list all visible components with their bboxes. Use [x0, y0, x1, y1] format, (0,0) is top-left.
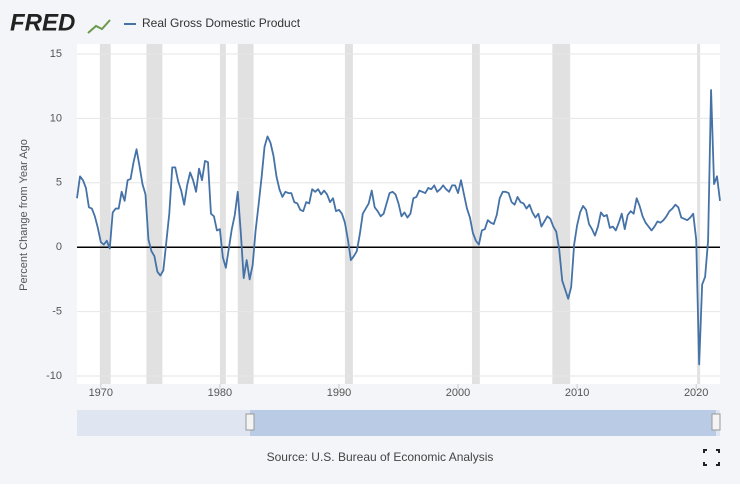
x-tick-label: 1970	[89, 387, 113, 399]
x-tick-label: 2020	[684, 387, 708, 399]
fullscreen-button[interactable]	[703, 449, 720, 466]
x-tick-label: 2010	[565, 387, 589, 399]
x-tick-label: 1980	[208, 387, 232, 399]
x-tick-label: 1990	[327, 387, 351, 399]
x-tick-label: 2000	[446, 387, 470, 399]
source: Source: U.S. Bureau of Economic Analysis	[267, 450, 494, 464]
recession-band	[471, 44, 480, 384]
navigator-handle[interactable]	[711, 413, 721, 431]
recession-band	[146, 44, 163, 384]
logo: FRED	[10, 9, 75, 36]
y-tick-label: 10	[50, 112, 62, 124]
y-tick-label: -5	[52, 306, 62, 318]
y-tick-label: 5	[56, 177, 62, 189]
plot-area	[77, 44, 720, 384]
y-tick-label: 15	[50, 48, 62, 60]
navigator-window[interactable]	[250, 410, 716, 436]
logo-icon	[87, 19, 111, 34]
navigator	[77, 410, 721, 436]
y-tick-label: -10	[46, 370, 62, 382]
y-axis-label: Percent Change from Year Ago	[18, 139, 30, 291]
recession-band	[237, 44, 254, 384]
recession-band	[99, 44, 111, 384]
navigator-handle[interactable]	[245, 413, 255, 431]
legend-label: Real Gross Domestic Product	[142, 16, 301, 30]
recession-band	[344, 44, 353, 384]
y-tick-label: 0	[56, 241, 62, 253]
recession-band	[697, 44, 701, 384]
recession-band	[552, 44, 571, 384]
series-line	[76, 89, 721, 366]
recession-band	[219, 44, 226, 384]
